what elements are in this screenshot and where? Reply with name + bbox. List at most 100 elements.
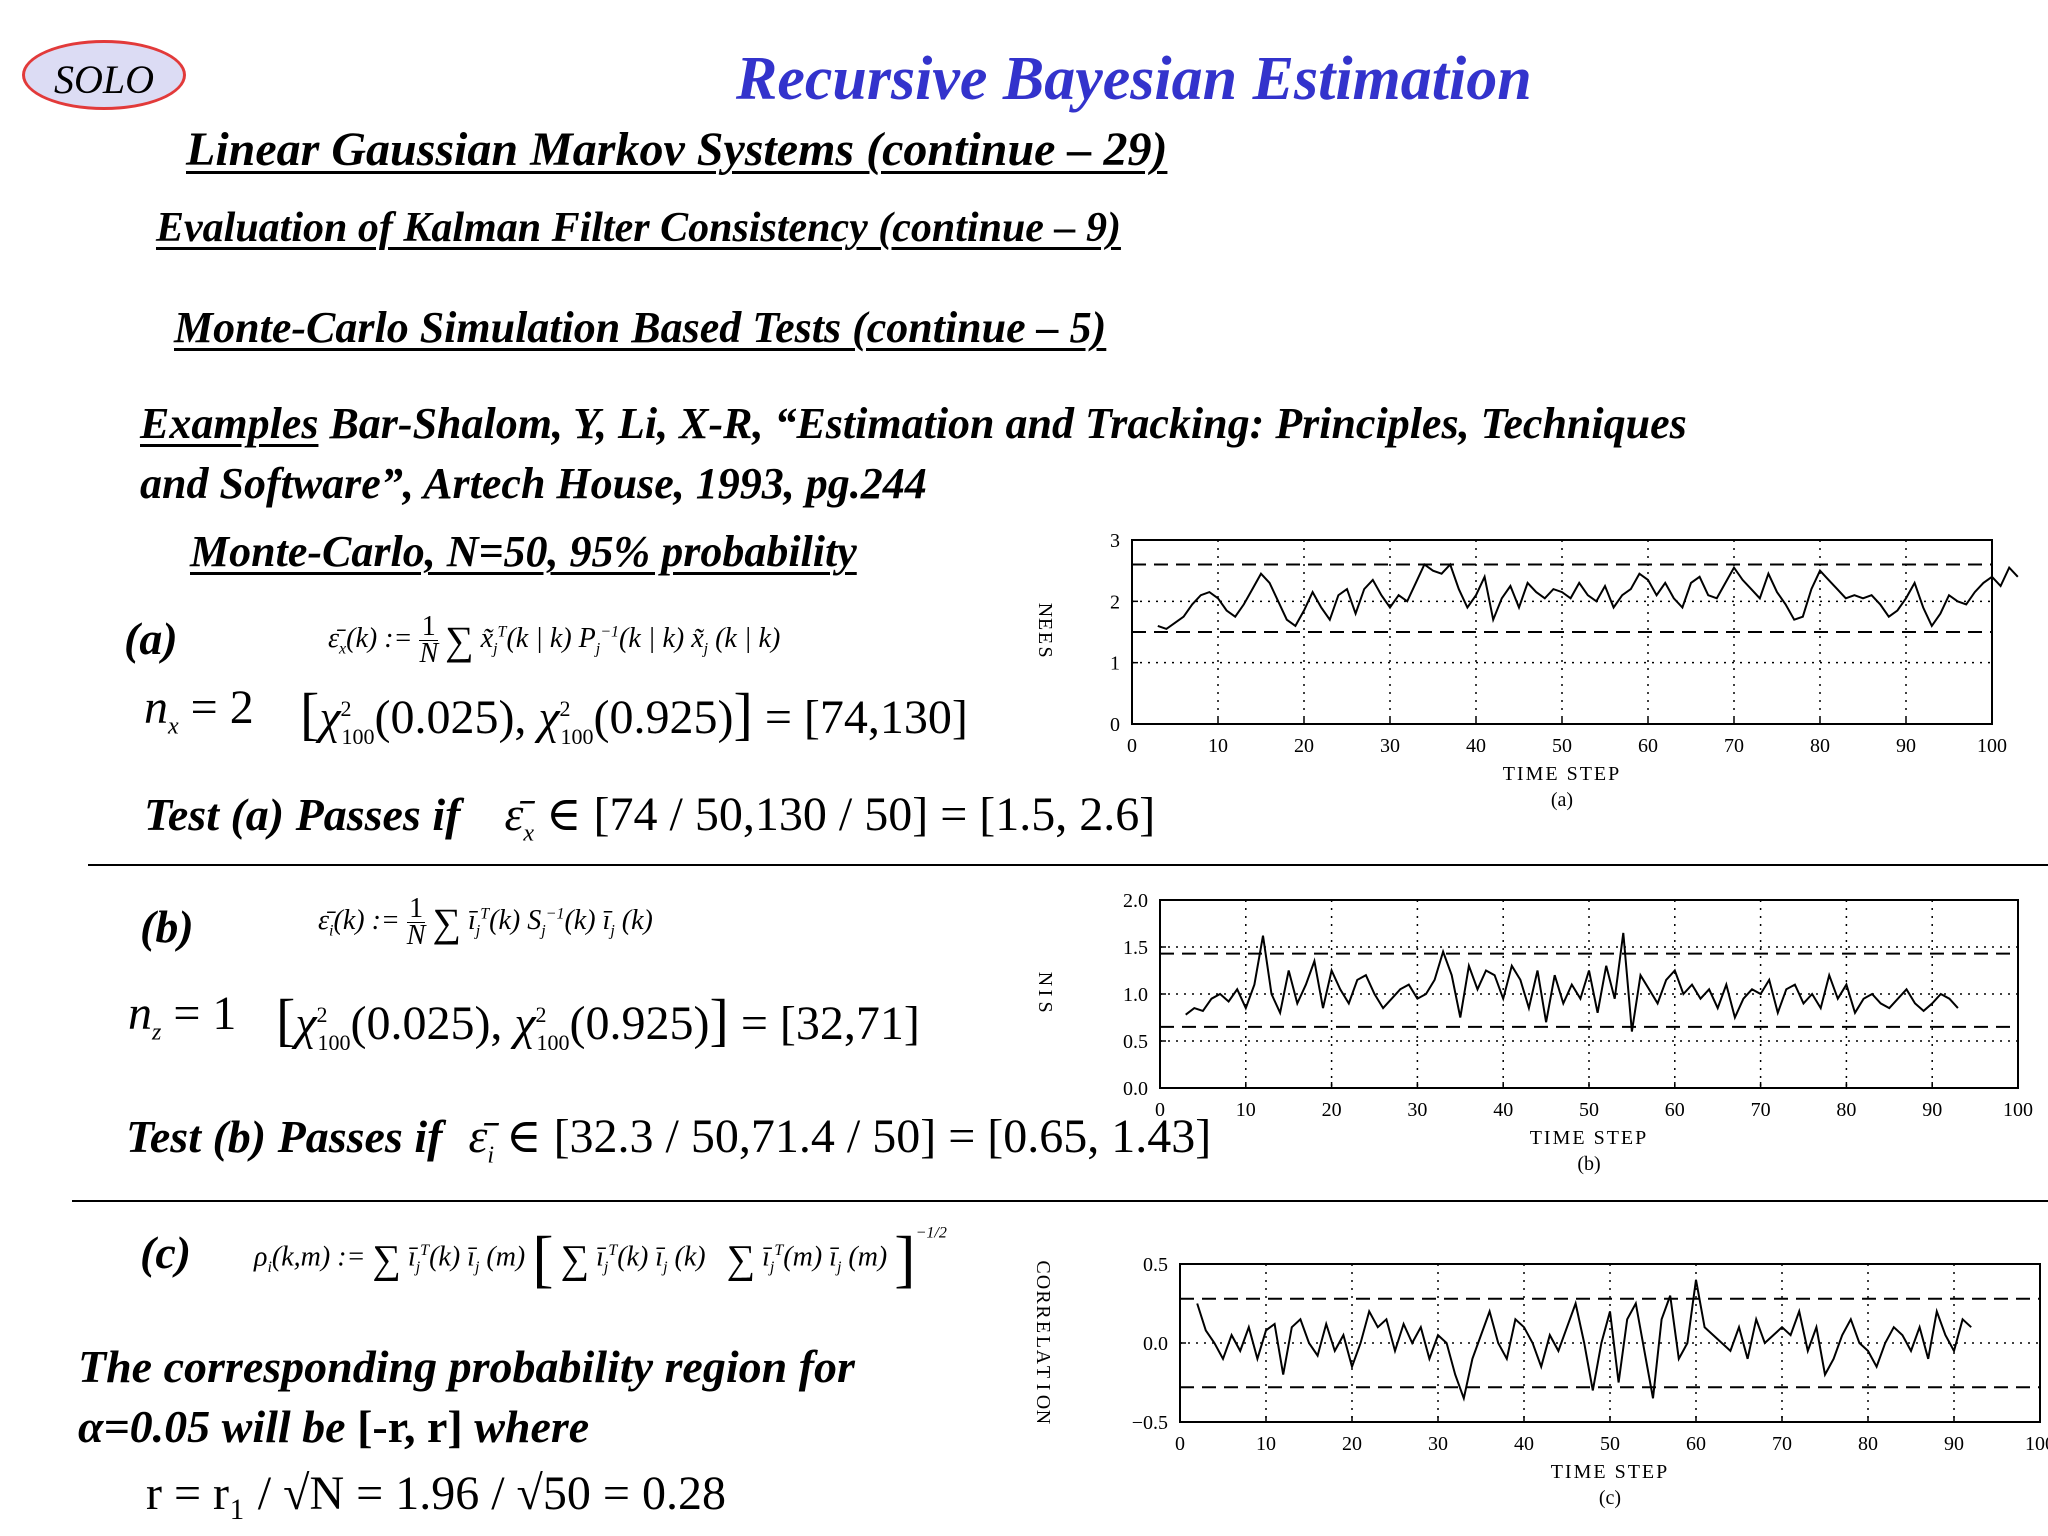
test-b-interval: ∈ [32.3 / 50,71.4 / 50] = [0.65, 1.43] bbox=[506, 1110, 1212, 1163]
x-tick-label: 10 bbox=[1256, 1433, 1276, 1455]
y-tick-label: 1.5 bbox=[1123, 937, 1148, 959]
y-tick-label: 2 bbox=[1110, 591, 1120, 613]
x-tick-label: 30 bbox=[1428, 1433, 1448, 1455]
x-tick-label: 100 bbox=[2025, 1433, 2048, 1455]
heading-kalman-consistency: Evaluation of Kalman Filter Consistency … bbox=[156, 205, 1121, 251]
x-tick-label: 10 bbox=[1236, 1099, 1256, 1121]
correlation-chart: 0 10 20 30 40 50 60 70 80 90 100 −0.5 0.0 0.5 TIME STE… bbox=[1032, 1254, 2048, 1509]
x-tick-label: 100 bbox=[1977, 735, 2007, 757]
x-tick-label: 50 bbox=[1552, 735, 1572, 757]
y-axis-label-char: R bbox=[1032, 1290, 1054, 1305]
chart-caption: (c) bbox=[1599, 1487, 1621, 1509]
x-tick-label: 80 bbox=[1858, 1433, 1878, 1455]
x-tick-label: 60 bbox=[1638, 735, 1658, 757]
interval-a-value: = [74,130] bbox=[764, 691, 968, 744]
y-axis-label-char: I bbox=[1034, 990, 1056, 999]
prob-region-text-1: The corresponding probability region for bbox=[78, 1341, 855, 1392]
test-b-label: Test (b) Passes if bbox=[126, 1111, 443, 1162]
chart-caption: (a) bbox=[1551, 789, 1573, 811]
chi-square-interval-b: [χ2100(0.025), χ2100(0.925)] = [32,71] bbox=[276, 987, 920, 1055]
label-c: (c) bbox=[140, 1227, 192, 1278]
y-axis-label-char: N bbox=[1032, 1410, 1054, 1426]
x-tick-label: 50 bbox=[1579, 1099, 1599, 1121]
x-tick-label: 30 bbox=[1407, 1099, 1427, 1121]
x-tick-label: 10 bbox=[1208, 735, 1228, 757]
region-bounds: [-r, r] bbox=[357, 1401, 463, 1452]
y-tick-label: 0.0 bbox=[1143, 1333, 1168, 1355]
nx-subscript: x bbox=[168, 713, 179, 740]
solo-badge-label: SOLO bbox=[53, 57, 155, 102]
nz-subscript: z bbox=[152, 1019, 162, 1046]
y-axis-label-char: E bbox=[1032, 1321, 1054, 1335]
y-axis-label-char: N bbox=[1034, 972, 1056, 988]
x-axis-label: TIME STEP bbox=[1530, 1127, 1649, 1149]
x-tick-label: 80 bbox=[1836, 1099, 1856, 1121]
x-tick-label: 40 bbox=[1514, 1433, 1534, 1455]
prob-region-text-2: α=0.05 will be [-r, r] where bbox=[78, 1400, 589, 1453]
x-tick-label: 70 bbox=[1724, 735, 1744, 757]
nees-chart: 0 10 20 30 40 50 60 70 80 90 100 0 1 2 3 TIME STEP (a) NE… bbox=[1034, 530, 2019, 811]
x-tick-label: 40 bbox=[1466, 735, 1486, 757]
y-tick-label: 3 bbox=[1110, 530, 1120, 552]
series-line bbox=[1157, 562, 2019, 631]
y-axis-label-char: S bbox=[1034, 646, 1056, 659]
x-tick-label: 90 bbox=[1944, 1433, 1964, 1455]
chi-square-interval-a: [χ2100(0.025), χ2100(0.925)] = [74,130] bbox=[300, 681, 968, 749]
reference-text-1: Bar-Shalom, Y, Li, X-R, “Estimation and … bbox=[318, 399, 1687, 448]
y-tick-label: 0 bbox=[1110, 714, 1120, 736]
x-tick-label: 50 bbox=[1600, 1433, 1620, 1455]
r-formula: r = r₁ / √N = 1.96 / √50 = 0.28 bbox=[146, 1467, 726, 1520]
y-axis-label-char: R bbox=[1032, 1305, 1054, 1320]
x-tick-label: 90 bbox=[1922, 1099, 1942, 1121]
x-tick-label: 40 bbox=[1493, 1099, 1513, 1121]
x-tick-label: 20 bbox=[1294, 735, 1314, 757]
alpha-text: α=0.05 will be bbox=[78, 1401, 358, 1452]
nz-value: = 1 bbox=[161, 987, 237, 1040]
y-axis-label-char: O bbox=[1032, 1395, 1054, 1411]
x-tick-label: 100 bbox=[2003, 1099, 2033, 1121]
y-tick-label: 1.0 bbox=[1123, 984, 1148, 1006]
y-axis-label-char: S bbox=[1034, 1001, 1056, 1014]
x-tick-label: 80 bbox=[1810, 735, 1830, 757]
reference-line-2: and Software”, Artech House, 1993, pg.24… bbox=[140, 459, 927, 508]
x-tick-label: 70 bbox=[1751, 1099, 1771, 1121]
y-tick-label: 0.5 bbox=[1123, 1031, 1148, 1053]
y-axis-label-char: T bbox=[1032, 1366, 1054, 1380]
x-tick-label: 20 bbox=[1342, 1433, 1362, 1455]
y-tick-label: 0.5 bbox=[1143, 1254, 1168, 1276]
label-b: (b) bbox=[140, 901, 194, 952]
x-tick-label: 30 bbox=[1380, 735, 1400, 757]
series-line bbox=[1185, 932, 1959, 1032]
x-tick-label: 60 bbox=[1665, 1099, 1685, 1121]
y-axis-label-char: C bbox=[1032, 1260, 1054, 1275]
x-tick-label: 0 bbox=[1175, 1433, 1185, 1455]
x-tick-label: 0 bbox=[1127, 735, 1137, 757]
y-tick-label: 0.0 bbox=[1123, 1078, 1148, 1100]
x-tick-label: 70 bbox=[1772, 1433, 1792, 1455]
divider-b-c bbox=[72, 1200, 2048, 1202]
nz-equation: nz = 1 bbox=[128, 986, 236, 1047]
reference-line-1: Examples Bar-Shalom, Y, Li, X-R, “Estima… bbox=[140, 398, 1687, 449]
where-text: where bbox=[462, 1401, 590, 1452]
y-axis-label-char: O bbox=[1032, 1275, 1054, 1291]
series-line bbox=[1196, 1279, 1972, 1402]
x-tick-label: 90 bbox=[1896, 735, 1916, 757]
y-tick-label: 2.0 bbox=[1123, 890, 1148, 912]
x-tick-label: 60 bbox=[1686, 1433, 1706, 1455]
monte-carlo-setup: Monte-Carlo, N=50, 95% probability bbox=[190, 527, 857, 576]
examples-label: Examples bbox=[140, 399, 319, 448]
page-title: Recursive Bayesian Estimation bbox=[736, 45, 1532, 113]
y-axis-label-char: A bbox=[1032, 1350, 1054, 1366]
nx-equation: nx = 2 bbox=[144, 680, 254, 741]
x-tick-label: 20 bbox=[1322, 1099, 1342, 1121]
nz-symbol: n bbox=[128, 987, 152, 1040]
nx-symbol: n bbox=[144, 681, 168, 734]
divider-a-b bbox=[88, 864, 2048, 866]
x-axis-label: TIME STEP bbox=[1551, 1461, 1670, 1483]
test-a-interval: ∈ [74 / 50,130 / 50] = [1.5, 2.6] bbox=[546, 788, 1156, 841]
test-b: Test (b) Passes if ε̄i ∈ [32.3 / 50,71.4 … bbox=[126, 1110, 1212, 1169]
label-a: (a) bbox=[124, 613, 178, 664]
y-axis-label-char: E bbox=[1034, 632, 1056, 646]
y-axis-label-char: N bbox=[1034, 603, 1056, 619]
